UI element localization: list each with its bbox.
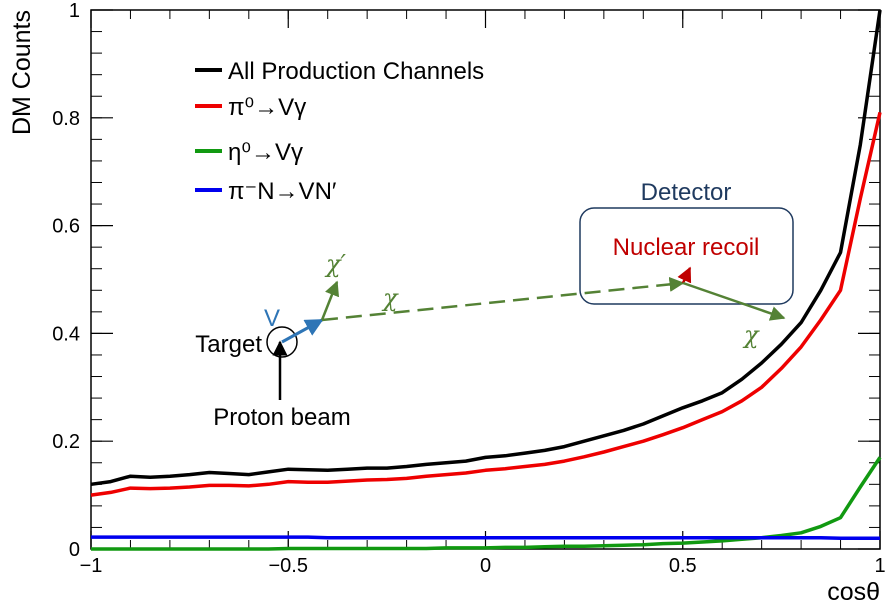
chi-prime-arrow bbox=[320, 280, 340, 321]
inset-schematic: Detector Nuclear recoil Target Proton be… bbox=[195, 179, 794, 431]
legend-label-3: π⁻N→VN′ bbox=[228, 178, 337, 205]
x-tick-label: −0.5 bbox=[269, 555, 308, 577]
chi-label: χ bbox=[381, 284, 399, 312]
detector-label: Detector bbox=[641, 179, 732, 206]
nuclear-recoil-arrow bbox=[677, 266, 692, 284]
x-axis-title: cosθ bbox=[827, 578, 880, 606]
x-tick-label: 0.5 bbox=[669, 555, 697, 577]
proton-beam-label: Proton beam bbox=[213, 404, 350, 431]
y-tick-label: 0.4 bbox=[52, 323, 80, 345]
y-tick-label: 0 bbox=[69, 539, 80, 561]
legend: All Production Channels π⁰→Vγ η⁰→Vγ π⁻N→VN′ bbox=[195, 58, 484, 205]
axis-ticks: −1 −0.5 0 0.5 1 0 0.2 0.4 0.6 0.8 1 bbox=[52, 0, 885, 577]
x-tick-label: 0 bbox=[480, 555, 491, 577]
chi-out-arrow bbox=[682, 281, 786, 321]
y-tick-label: 0.6 bbox=[52, 216, 80, 238]
plot-frame bbox=[90, 9, 881, 550]
y-tick-label: 0.2 bbox=[52, 431, 80, 453]
y-tick-label: 0.8 bbox=[52, 108, 80, 130]
legend-label-1: π⁰→Vγ bbox=[228, 94, 306, 121]
y-axis-title: DM Counts bbox=[8, 10, 36, 135]
series-line-1 bbox=[90, 112, 882, 497]
nuclear-recoil-label: Nuclear recoil bbox=[613, 234, 760, 261]
detector-box bbox=[579, 207, 794, 305]
series-line-0 bbox=[90, 9, 882, 487]
chi-prime-label: χ′ bbox=[324, 250, 347, 278]
series-line-3 bbox=[91, 535, 880, 540]
chi-out-label: χ bbox=[742, 321, 760, 349]
y-tick-label: 1 bbox=[69, 0, 80, 22]
x-tick-label: 1 bbox=[874, 555, 885, 577]
v-label: V bbox=[264, 305, 280, 332]
legend-label-2: η⁰→Vγ bbox=[228, 139, 303, 166]
target-label: Target bbox=[195, 331, 262, 358]
series-group bbox=[90, 9, 882, 551]
v-arrow bbox=[281, 318, 324, 344]
chi-dashed-arrow bbox=[321, 276, 685, 322]
x-tick-label: −1 bbox=[80, 555, 103, 577]
legend-label-0: All Production Channels bbox=[228, 58, 484, 85]
target-circle bbox=[266, 326, 298, 358]
